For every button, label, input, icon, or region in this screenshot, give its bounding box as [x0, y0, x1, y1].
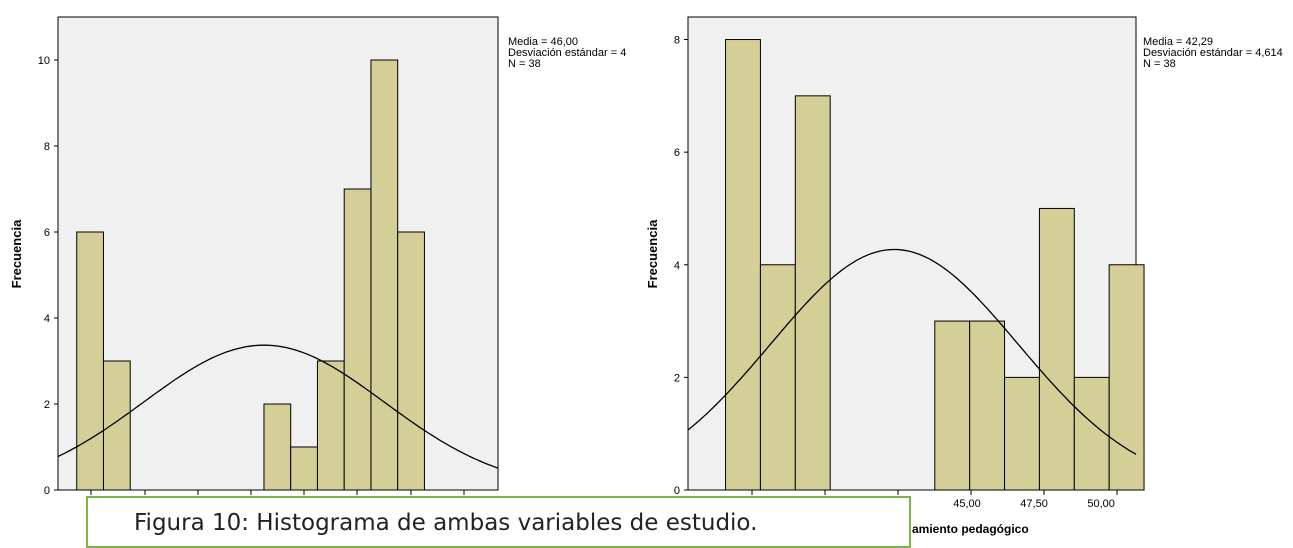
- bars-left: [76, 59, 425, 491]
- y-tick-label: 2: [674, 372, 680, 384]
- normal-curve-right: [687, 248, 1137, 455]
- histogram-bar: [1108, 264, 1145, 491]
- stat-n-left: N = 38: [508, 58, 541, 70]
- stat-mean-left: Media = 46,00: [508, 36, 578, 48]
- histogram-bar: [290, 446, 318, 491]
- y-tick-label: 8: [674, 35, 680, 47]
- y-tick-label: 6: [44, 227, 50, 239]
- y-tick-label: 2: [44, 399, 50, 411]
- stat-sd-left: Desviación estándar = 4: [508, 47, 626, 59]
- stat-n-right: N = 38: [1143, 58, 1176, 70]
- y-tick-label: 4: [674, 260, 680, 272]
- histogram-bar: [934, 320, 971, 491]
- histogram-bar: [102, 360, 131, 491]
- histogram-bar: [1073, 376, 1110, 491]
- y-tick-label: 10: [38, 55, 50, 67]
- histogram-bar: [370, 59, 399, 491]
- histogram-bar: [316, 360, 345, 491]
- y-axis-right: 0 2 4 6 8: [674, 35, 688, 497]
- histogram-bar: [1004, 376, 1040, 491]
- figure-caption-box: Figura 10: Histograma de ambas variables…: [86, 496, 911, 548]
- stats-box-left: Media = 46,00 Desviación estándar = 4 N …: [508, 36, 626, 70]
- bars-right: [725, 39, 1145, 491]
- y-axis-label-right: Frecuencia: [645, 219, 660, 288]
- histogram-bar: [969, 320, 1006, 491]
- histogram-bar: [76, 231, 104, 491]
- y-tick-label: 0: [44, 485, 50, 497]
- y-axis-left: 0 2 4 6 8 10: [38, 55, 58, 497]
- x-tick-label: 47,50: [1020, 498, 1048, 510]
- histogram-bar: [794, 95, 831, 491]
- histogram-bar: [759, 264, 796, 491]
- x-axis-right: 45,00 47,50 50,00: [751, 490, 1118, 510]
- x-tick-label: 45,00: [953, 498, 981, 510]
- y-tick-label: 4: [44, 313, 50, 325]
- stat-mean-right: Media = 42,29: [1143, 36, 1213, 48]
- y-tick-label: 8: [44, 141, 50, 153]
- normal-curve-left: [57, 344, 499, 469]
- y-axis-label-left: Frecuencia: [9, 219, 24, 288]
- histogram-bar: [263, 403, 292, 491]
- histogram-bar: [343, 188, 372, 491]
- histogram-bar: [725, 39, 761, 491]
- x-axis-label-right: amiento pedagógico: [912, 522, 1029, 536]
- y-tick-label: 0: [674, 485, 680, 497]
- stat-sd-right: Desviación estándar = 4,614: [1143, 47, 1283, 59]
- y-tick-label: 6: [674, 147, 680, 159]
- x-tick-label: 50,00: [1087, 498, 1115, 510]
- figure-caption: Figura 10: Histograma de ambas variables…: [134, 510, 758, 536]
- stats-box-right: Media = 42,29 Desviación estándar = 4,61…: [1143, 36, 1283, 70]
- histogram-bar: [397, 231, 425, 491]
- chart-right: 0 2 4 6 8 45,00 47,50 50,00 Frecuencia amiento…: [645, 16, 1283, 536]
- histogram-bar: [1038, 207, 1075, 491]
